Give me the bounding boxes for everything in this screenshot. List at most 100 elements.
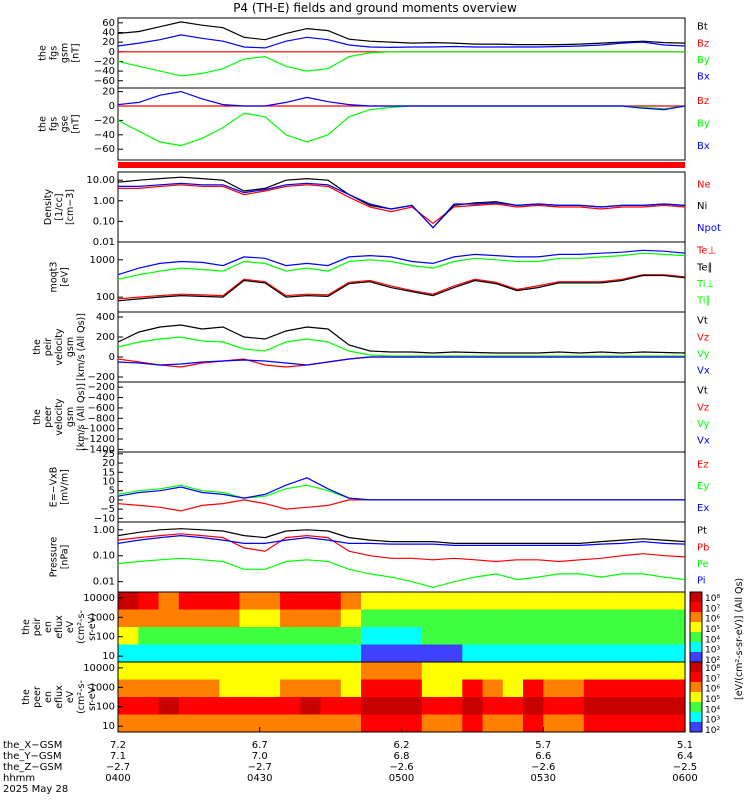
spectrogram-cell [300, 662, 322, 680]
spectrogram-cell [118, 609, 139, 628]
y-tick-label: −200 [88, 372, 115, 383]
spectrogram-cell [543, 714, 565, 733]
legend-entry: Npot [697, 223, 721, 234]
legend-entry: Vt [697, 316, 708, 327]
spectrogram-cell [178, 644, 200, 663]
legend-entry: Bz [697, 96, 709, 107]
y-tick-label: 10000 [83, 593, 115, 604]
spectrogram-cell [239, 609, 261, 628]
series-line-Vx [117, 356, 685, 366]
legend-entry: Ez [697, 459, 709, 470]
y-axis-label: (cm²-s- [76, 610, 87, 644]
spectrogram-cell [644, 697, 666, 715]
spectrogram-cell [664, 592, 686, 610]
spectrogram-cell [320, 592, 342, 610]
spectrogram-cell [604, 697, 625, 715]
x-axis-row-label: the_X−GSM [3, 740, 62, 751]
spectrogram-cell [199, 662, 220, 680]
x-axis-date: 2025 May 28 [3, 784, 68, 795]
spectrogram-cell [442, 644, 463, 663]
spectrogram-cell [644, 679, 666, 698]
y-axis-label: peir [32, 618, 43, 637]
spectrogram-cell [543, 697, 565, 715]
spectrogram-cell [239, 697, 261, 715]
spectrogram-cell [401, 644, 423, 663]
spectrogram-cell [199, 697, 220, 715]
colorbar-segment [690, 672, 702, 683]
spectrogram-cell [280, 644, 301, 663]
colorbar-tick-label: 10² [705, 656, 720, 666]
spectrogram-cell [442, 697, 463, 715]
spectrogram-cell [118, 592, 139, 610]
colorbar-segment [690, 612, 702, 623]
y-axis-label: eV [65, 620, 76, 633]
y-axis-label: [nPa] [60, 545, 71, 570]
spectrogram-cell [604, 679, 625, 698]
spectrogram-cell [361, 644, 382, 663]
y-axis-label: Pressure [49, 537, 60, 578]
y-axis-label: sr-eV) [87, 613, 98, 641]
x-axis-value: −2.7 [106, 762, 130, 773]
spectrogram-cell [462, 714, 484, 733]
x-axis-value: −2.5 [673, 762, 697, 773]
y-tick-label: 0 [109, 352, 115, 363]
spectrogram-cell [381, 644, 403, 663]
colorbar-segment [690, 602, 702, 613]
legend-entry: Bt [697, 22, 708, 33]
legend-entry: Bz [697, 38, 709, 49]
spectrogram-cell [644, 609, 666, 628]
y-tick-label: 0.01 [93, 237, 115, 248]
y-tick-label: 5 [109, 486, 115, 497]
spectrogram-cell [543, 609, 565, 628]
spectrogram-cell [340, 627, 362, 645]
x-axis-value: 0600 [672, 773, 697, 784]
y-tick-label: 1000 [90, 682, 115, 693]
spectrogram-cell [158, 662, 180, 680]
spectrogram-cell [482, 644, 504, 663]
y-axis-label: sr-eV) [87, 683, 98, 711]
legend-entry: Vy [697, 349, 710, 360]
spectrogram-cell [138, 679, 160, 698]
spectrogram-cell [280, 592, 301, 610]
spectrogram-cell [259, 609, 281, 628]
spectrogram-cell [664, 679, 686, 698]
spectrogram-cell [199, 679, 220, 698]
spectrogram-cell [138, 697, 160, 715]
spectrogram-cell [462, 662, 484, 680]
spectrogram-cell [421, 714, 443, 733]
colorbar-segment [690, 662, 702, 673]
spectrogram-cell [138, 662, 160, 680]
spectrogram-cell [502, 609, 524, 628]
spectrogram-cell [219, 644, 241, 663]
series-line-Ti⊥ [117, 252, 686, 280]
spectrogram-cell [259, 679, 281, 698]
panel-frame-pressure [117, 521, 686, 593]
spectrogram-cell [523, 679, 544, 698]
spectrogram-cell [482, 697, 504, 715]
spectrogram-cell [442, 679, 463, 698]
series-line-By [117, 105, 686, 147]
spectrogram-cell [320, 697, 342, 715]
spectrogram-cell [482, 714, 504, 733]
spectrogram-cell [401, 714, 423, 733]
spectrogram-cell [239, 592, 261, 610]
y-tick-label: 20 [102, 87, 115, 98]
spectrogram-cell [583, 679, 605, 698]
spectrogram-cell [280, 714, 301, 733]
spectrogram-cell [442, 609, 463, 628]
spectrogram-cell [361, 714, 382, 733]
spectrogram-cell [340, 679, 362, 698]
spectrogram-cell [300, 592, 322, 610]
spectrogram-cell [199, 644, 220, 663]
spectrogram-cell [644, 592, 666, 610]
y-tick-label: 1.00 [93, 196, 115, 207]
spectrogram-cell [523, 644, 544, 663]
spectrogram-cell [462, 644, 484, 663]
colorbar-tick-label: 10⁸ [705, 594, 720, 604]
y-tick-label: 200 [96, 332, 115, 343]
spectrogram-cell [624, 662, 646, 680]
spectrogram-cell [664, 697, 686, 715]
series-line-By [117, 51, 685, 77]
